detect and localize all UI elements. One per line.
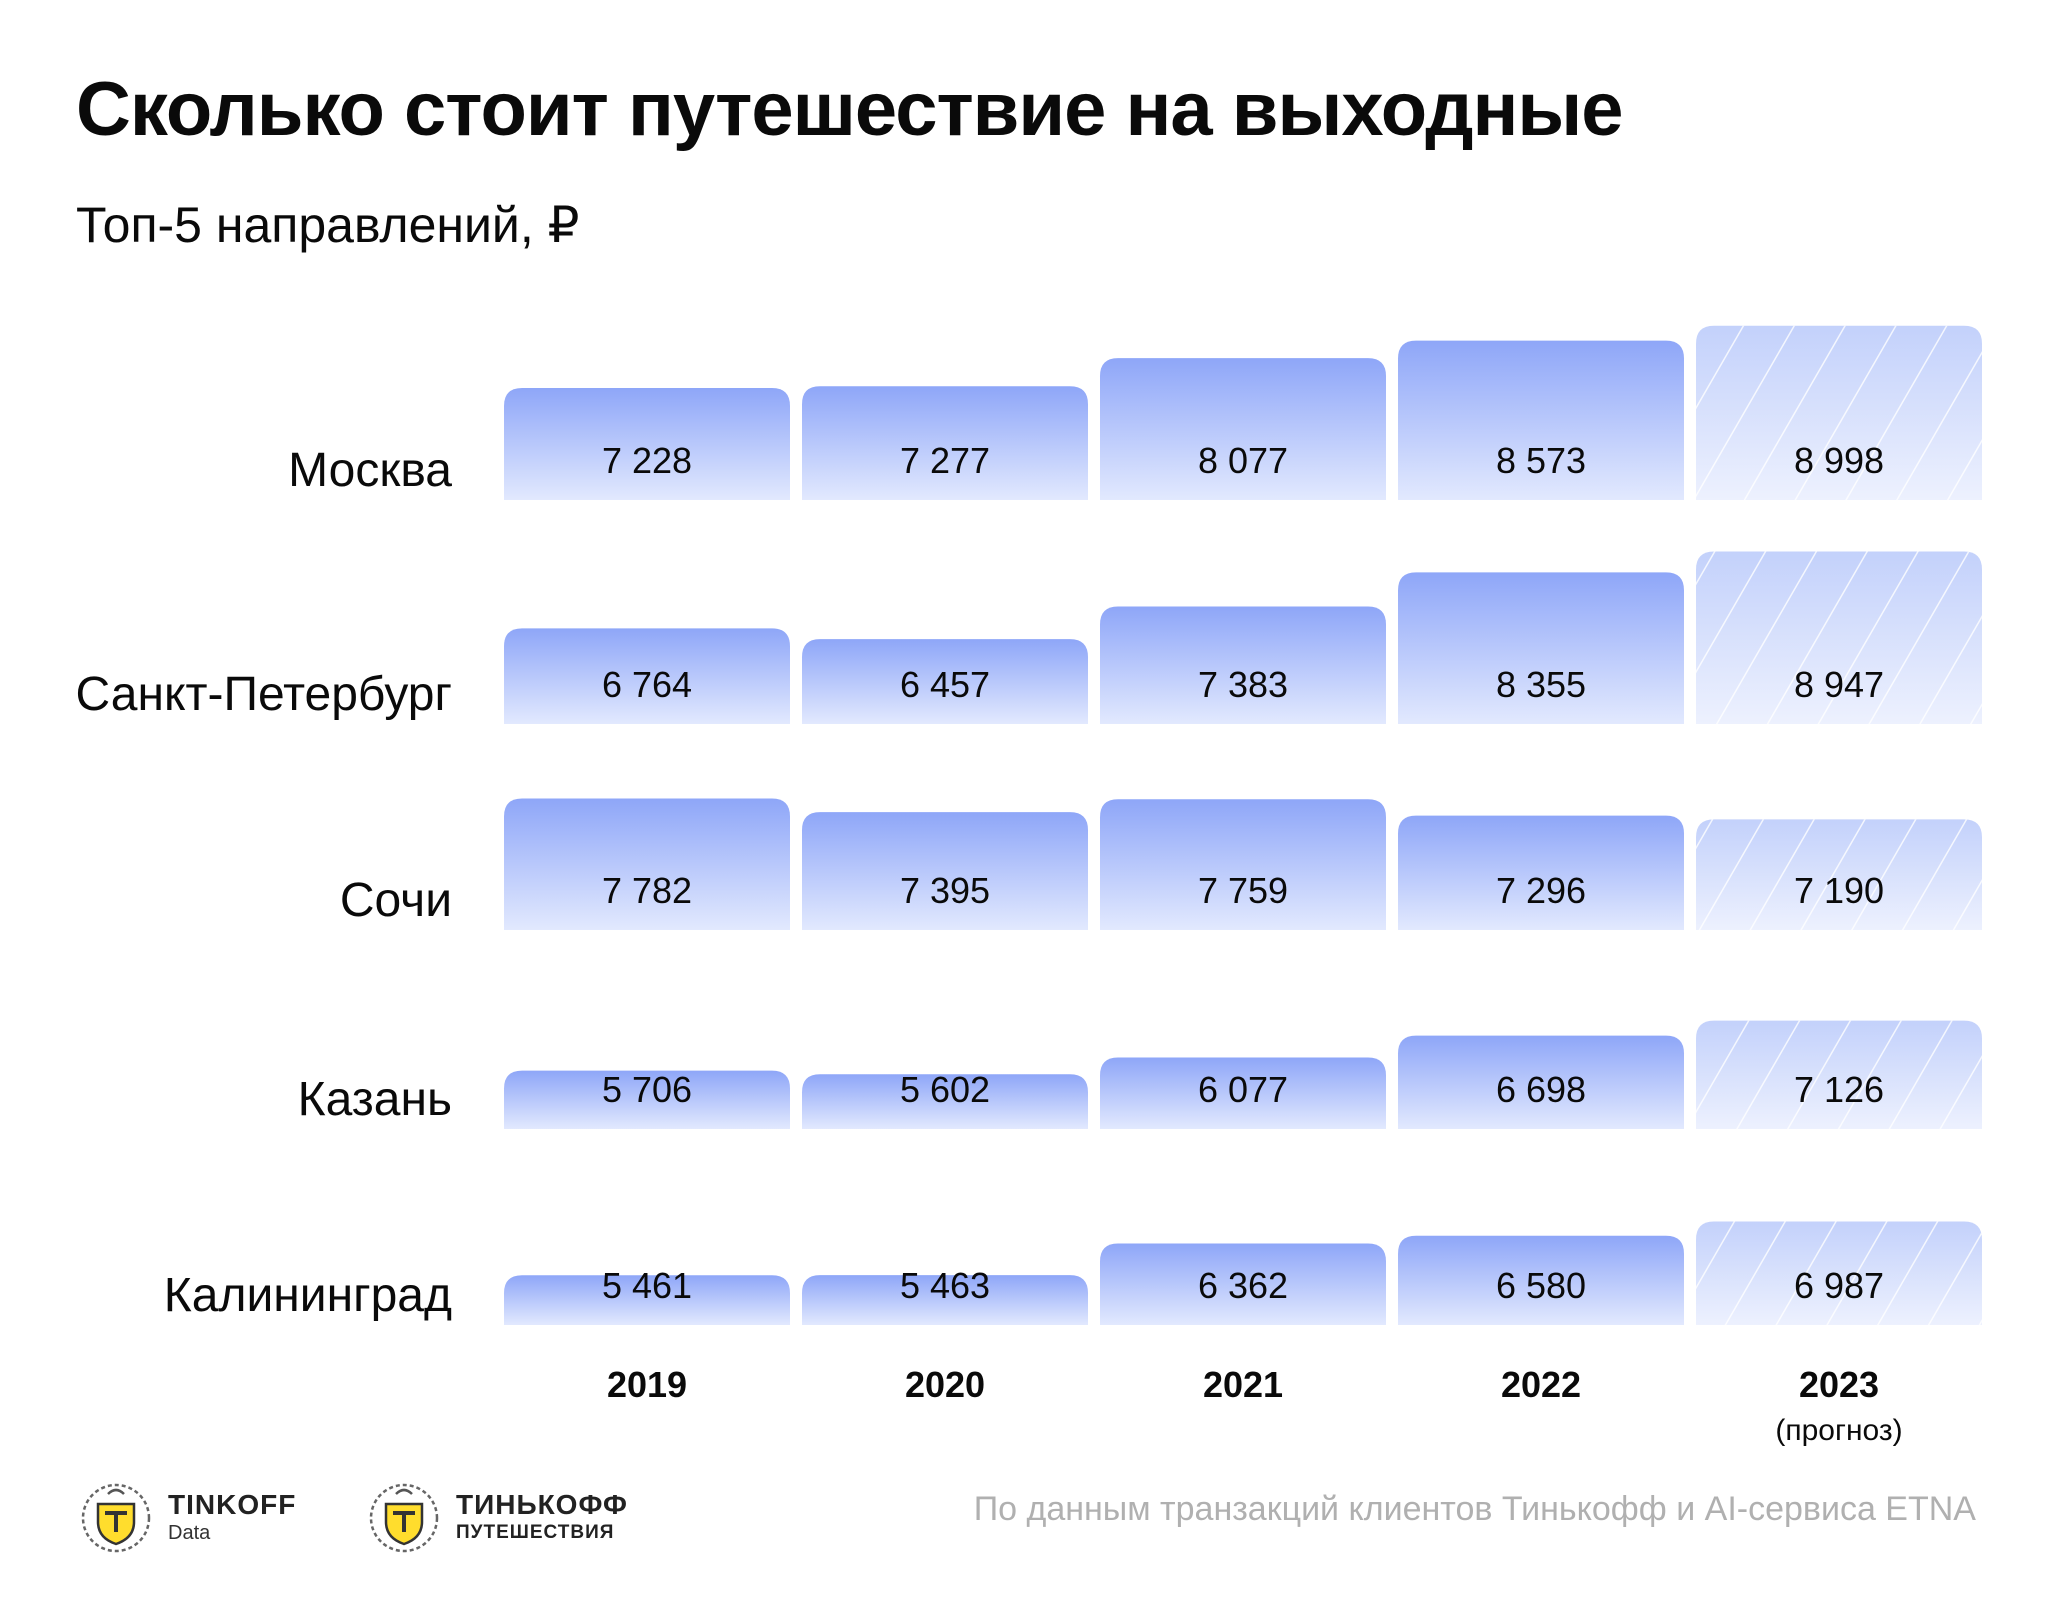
bar <box>1398 1235 1684 1325</box>
bar-value-label: 8 355 <box>1496 664 1586 705</box>
chart-subtitle: Топ-5 направлений, ₽ <box>76 197 580 253</box>
x-tick-note: (прогноз) <box>1775 1414 1902 1447</box>
x-tick-label: 2020 <box>905 1364 985 1405</box>
bar <box>1398 815 1684 930</box>
row-label: Санкт-Петербург <box>76 668 452 721</box>
bar-forecast-hatch <box>1696 325 1982 500</box>
bar <box>1100 799 1386 930</box>
bar-value-label: 6 457 <box>900 664 990 705</box>
bar-value-label: 5 463 <box>900 1265 990 1306</box>
bar-value-label: 7 190 <box>1794 870 1884 911</box>
tinkoff-data-logo: TINKOFF Data <box>78 1480 296 1556</box>
logo-line2: ПУТЕШЕСТВИЯ <box>456 1522 615 1544</box>
row-label: Казань <box>298 1073 452 1126</box>
bar-forecast-hatch <box>1696 1020 1982 1129</box>
bar <box>1398 1035 1684 1129</box>
bar-value-label: 5 706 <box>602 1069 692 1110</box>
bar-value-label: 6 077 <box>1198 1069 1288 1110</box>
chart-title: Сколько стоит путешествие на выходные <box>76 67 1624 152</box>
bar <box>802 812 1088 930</box>
logo-line1: TINKOFF <box>168 1488 297 1520</box>
bar-chart: Москва 7 228 7 277 8 077 8 573 8 998 Санкт-Пет… <box>76 325 1982 1447</box>
bar-value-label: 7 277 <box>900 440 990 481</box>
bar-value-label: 6 580 <box>1496 1265 1586 1306</box>
tinkoff-emblem-icon <box>369 1483 439 1553</box>
source-note: По данным транзакций клиентов Тинькофф и… <box>973 1490 1976 1528</box>
bar-forecast-hatch <box>1696 1221 1982 1325</box>
bar-value-label: 6 764 <box>602 664 692 705</box>
bar <box>802 639 1088 724</box>
tinkoff-emblem-icon <box>81 1483 151 1553</box>
bar-value-label: 7 383 <box>1198 664 1288 705</box>
bar <box>504 1275 790 1325</box>
bar-value-label: 7 296 <box>1496 870 1586 911</box>
bar <box>1398 340 1684 500</box>
bar-value-label: 7 228 <box>602 440 692 481</box>
bar-value-label: 7 126 <box>1794 1069 1884 1110</box>
row-label: Сочи <box>340 874 452 927</box>
bar-value-label: 8 947 <box>1794 664 1884 705</box>
bar-forecast-hatch <box>1696 819 1982 930</box>
x-tick-label: 2023 <box>1799 1364 1879 1405</box>
row-label: Калининград <box>164 1269 452 1322</box>
bar-value-label: 8 573 <box>1496 440 1586 481</box>
bar <box>504 628 790 724</box>
tinkoff-travel-logo: ТИНЬКОФФ ПУТЕШЕСТВИЯ <box>366 1480 628 1556</box>
bar <box>802 1074 1088 1129</box>
bar-forecast-hatch <box>1696 551 1982 724</box>
bar <box>1100 606 1386 724</box>
bar <box>504 1070 790 1129</box>
logo-line2: Data <box>168 1522 211 1545</box>
bar <box>504 798 790 930</box>
bar <box>1100 1243 1386 1325</box>
bar <box>802 386 1088 500</box>
bar <box>1100 1057 1386 1129</box>
bar-value-label: 8 077 <box>1198 440 1288 481</box>
x-tick-label: 2019 <box>607 1364 687 1405</box>
bar-value-label: 5 461 <box>602 1265 692 1306</box>
bar <box>1398 572 1684 724</box>
bar-value-label: 7 395 <box>900 870 990 911</box>
bar-value-label: 6 362 <box>1198 1265 1288 1306</box>
row-label: Москва <box>288 444 452 497</box>
bar-value-label: 8 998 <box>1794 440 1884 481</box>
bar-value-label: 7 782 <box>602 870 692 911</box>
bar <box>504 388 790 500</box>
bar <box>1100 358 1386 500</box>
x-tick-label: 2021 <box>1203 1364 1283 1405</box>
bar-value-label: 6 698 <box>1496 1069 1586 1110</box>
bar-value-label: 6 987 <box>1794 1265 1884 1306</box>
bar <box>802 1275 1088 1325</box>
bar-value-label: 7 759 <box>1198 870 1288 911</box>
bar-value-label: 5 602 <box>900 1069 990 1110</box>
logo-line1: ТИНЬКОФФ <box>456 1489 628 1521</box>
x-tick-label: 2022 <box>1501 1364 1581 1405</box>
